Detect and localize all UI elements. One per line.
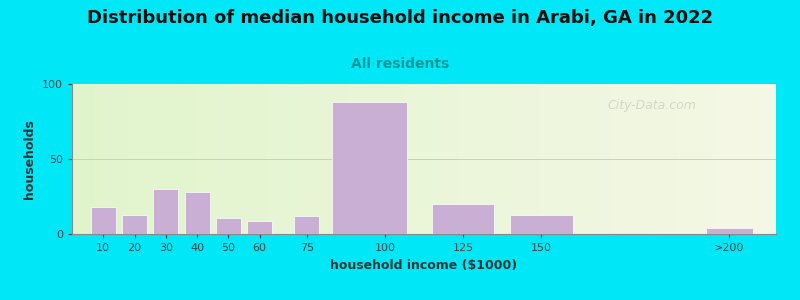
Bar: [247, 220, 272, 234]
X-axis label: household income ($1000): household income ($1000): [330, 259, 518, 272]
Bar: [185, 192, 210, 234]
Text: Distribution of median household income in Arabi, GA in 2022: Distribution of median household income …: [87, 9, 713, 27]
Bar: [432, 204, 494, 234]
Bar: [154, 189, 178, 234]
Bar: [706, 228, 753, 234]
Bar: [294, 216, 319, 234]
Bar: [122, 214, 147, 234]
Y-axis label: households: households: [23, 119, 37, 199]
Bar: [90, 207, 116, 234]
Text: All residents: All residents: [351, 57, 449, 71]
Bar: [216, 218, 241, 234]
Bar: [510, 214, 573, 234]
Text: City-Data.com: City-Data.com: [607, 99, 696, 112]
Bar: [332, 102, 406, 234]
